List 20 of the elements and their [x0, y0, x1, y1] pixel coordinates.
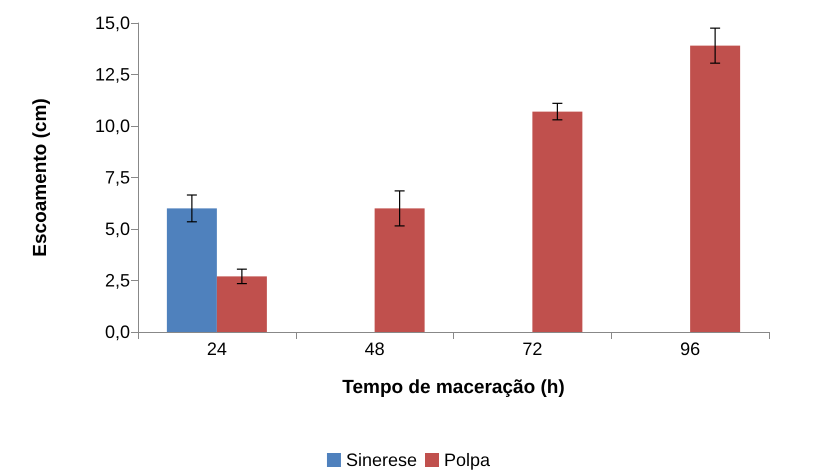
- x-tick-label: 72: [522, 339, 542, 359]
- y-tick-label: 5,0: [104, 219, 130, 239]
- y-tick-label: 15,0: [94, 13, 130, 33]
- x-tick-label: 24: [206, 339, 227, 359]
- y-axis-title: Escoamento (cm): [30, 98, 51, 257]
- x-axis-title: Tempo de maceração (h): [342, 377, 565, 398]
- y-tick-label: 10,0: [94, 116, 130, 136]
- y-tick-label: 7,5: [104, 168, 130, 188]
- y-tick-label: 0,0: [104, 322, 130, 342]
- bar: [216, 276, 267, 332]
- y-tick-label: 2,5: [104, 270, 130, 290]
- x-tick-label: 96: [680, 339, 700, 359]
- bar: [374, 208, 425, 332]
- legend-label: Sinerese: [346, 450, 418, 470]
- y-tick-label: 12,5: [94, 64, 130, 84]
- bar: [166, 208, 217, 332]
- bar: [690, 46, 740, 332]
- legend-label: Polpa: [444, 450, 492, 470]
- x-tick-label: 48: [364, 339, 385, 359]
- bar: [532, 112, 582, 332]
